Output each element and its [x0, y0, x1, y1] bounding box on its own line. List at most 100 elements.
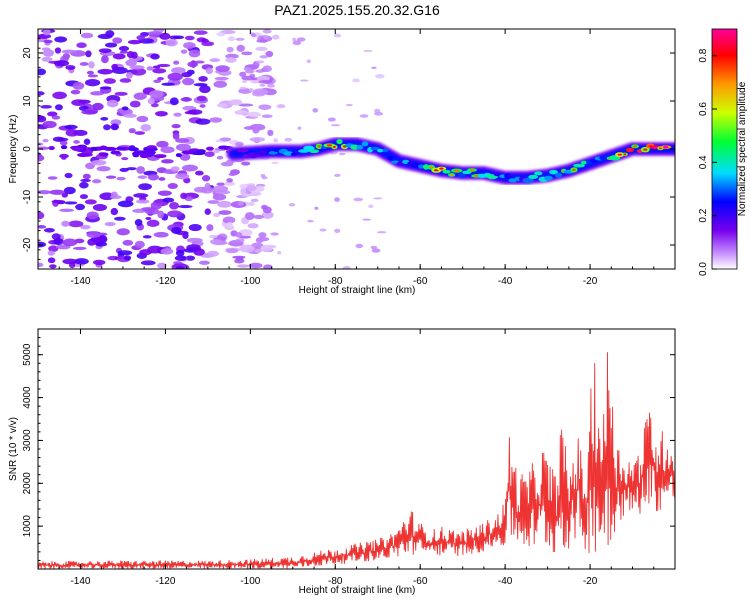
noise-blob — [184, 35, 195, 41]
noise-blob — [47, 176, 58, 180]
noise-blob — [226, 221, 233, 229]
noise-blob — [225, 57, 237, 63]
noise-blob — [116, 146, 127, 151]
noise-blob — [86, 70, 94, 75]
noise-blob — [47, 250, 55, 256]
noise-blob — [213, 80, 228, 88]
noise-blob — [199, 260, 210, 265]
noise-blob — [153, 79, 162, 84]
noise-blob — [38, 241, 47, 248]
noise-blob — [161, 82, 175, 86]
colorbar-tick-label: 0.0 — [698, 262, 709, 276]
signal-blob — [370, 146, 380, 151]
noise-blob — [79, 145, 87, 150]
noise-blob — [63, 186, 76, 195]
noise-blob — [205, 146, 214, 151]
signal-peak — [617, 153, 622, 156]
x-tick-label: -80 — [328, 276, 343, 287]
noise-blob — [238, 235, 252, 239]
noise-blob — [284, 137, 293, 142]
snr-y-label: SNR (10 * v/v) — [8, 417, 19, 481]
noise-blob — [207, 200, 220, 204]
noise-blob — [167, 72, 183, 81]
y-tick-label: 20 — [22, 47, 33, 59]
snr-series-line — [38, 352, 675, 569]
noise-blob — [150, 201, 162, 210]
noise-blob — [235, 238, 245, 243]
x-tick-label: -140 — [70, 276, 90, 287]
noise-blob — [180, 97, 193, 102]
noise-blob — [201, 174, 211, 182]
noise-blob — [47, 111, 58, 117]
noise-blob — [92, 203, 108, 212]
noise-blob — [206, 224, 214, 232]
noise-blob — [319, 228, 327, 232]
noise-blob — [156, 140, 169, 148]
noise-blob — [362, 218, 372, 221]
noise-blob — [121, 106, 129, 111]
noise-blob — [277, 251, 282, 255]
signal-blob — [303, 145, 315, 151]
signal-blob — [237, 148, 249, 153]
noise-blob — [259, 55, 268, 59]
noise-blob — [244, 69, 255, 74]
noise-blob — [181, 150, 196, 155]
signal-blob — [259, 149, 267, 156]
noise-blob — [161, 159, 174, 164]
noise-blob — [127, 39, 142, 45]
noise-blob — [292, 40, 302, 46]
noise-blob — [253, 214, 264, 219]
noise-blob — [157, 190, 172, 196]
x-tick-label: -20 — [583, 276, 598, 287]
noise-blob — [228, 100, 243, 106]
noise-blob — [117, 200, 134, 208]
noise-blob — [193, 83, 208, 87]
noise-blob — [267, 83, 275, 88]
noise-blob — [81, 109, 98, 115]
noise-blob — [133, 92, 147, 100]
signal-peak — [572, 168, 576, 171]
noise-blob — [150, 103, 159, 108]
noise-blob — [209, 117, 223, 123]
noise-blob — [96, 166, 111, 172]
noise-blob — [59, 140, 68, 146]
signal-blob — [290, 152, 297, 156]
noise-blob — [165, 38, 178, 47]
noise-blob — [159, 32, 171, 40]
noise-blob — [114, 91, 128, 96]
noise-blob — [241, 161, 251, 166]
noise-blob — [223, 181, 236, 186]
noise-blob — [136, 115, 149, 123]
noise-blob — [97, 68, 114, 75]
noise-blob — [134, 208, 144, 213]
signal-blob — [580, 160, 588, 165]
noise-blob — [38, 211, 45, 220]
signal-blob — [522, 177, 534, 184]
noise-blob — [110, 191, 118, 198]
signal-peak — [454, 169, 460, 172]
noise-blob — [73, 140, 80, 144]
signal-blob — [265, 147, 272, 152]
noise-blob — [146, 66, 154, 71]
noise-blob — [70, 89, 81, 95]
noise-blob — [129, 145, 136, 150]
noise-blob — [175, 266, 185, 269]
noise-blob — [47, 257, 56, 264]
noise-blob — [123, 113, 137, 118]
noise-blob — [204, 208, 211, 215]
noise-blob — [76, 42, 87, 49]
noise-blob — [83, 138, 91, 146]
noise-blob — [48, 245, 59, 253]
signal-blob — [493, 173, 502, 177]
noise-blob — [362, 49, 373, 52]
noise-blob — [256, 39, 268, 43]
noise-blob — [188, 223, 202, 232]
colorbar-tick-label: 0.6 — [698, 102, 709, 116]
noise-blob — [145, 216, 152, 221]
noise-blob — [74, 258, 89, 265]
noise-blob — [376, 231, 387, 234]
noise-blob — [249, 137, 266, 142]
noise-blob — [154, 199, 164, 204]
noise-blob — [271, 161, 279, 164]
noise-blob — [79, 62, 89, 66]
